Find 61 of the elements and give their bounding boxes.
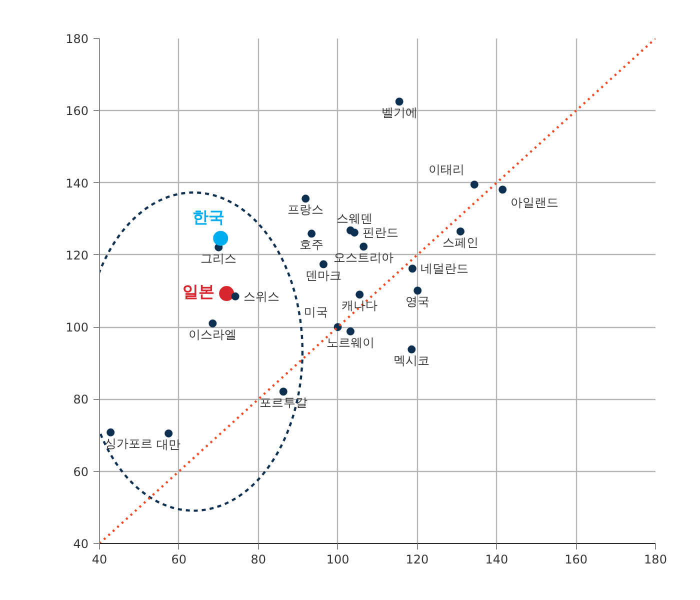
x-tick-label: 140 [485,552,508,566]
y-tick-label: 180 [66,32,88,46]
series-label: 핀란드 [362,226,398,240]
series-label: 노르웨이 [326,335,374,350]
point [470,180,478,189]
point [106,428,115,436]
x-tick-label: 80 [250,552,266,566]
point [356,290,364,299]
x-tick-label: 100 [326,552,350,566]
point [164,429,173,438]
series-label: 스페인 [442,235,479,250]
point [350,228,358,237]
series-label: 프랑스 [288,202,324,217]
point [279,388,288,396]
y-tick-label: 140 [66,176,88,190]
series-label: 오스트리아 [334,250,394,265]
x-tick-label: 40 [92,552,108,566]
point [408,264,416,273]
y-tick-label: 40 [73,537,89,551]
series-label: 호주 [300,238,324,252]
series-label: 멕시코 [394,353,430,368]
series-label: 한국 [192,207,225,226]
point [360,242,368,251]
x-tick-label: 180 [644,552,667,566]
point [414,286,422,295]
x-tick-label: 160 [564,552,588,566]
series-label: 일본 [182,282,215,302]
point [208,319,217,328]
y-tick-label: 160 [66,104,88,118]
series-label: 스웨덴 [336,211,372,226]
series-label: 영국 [406,294,430,309]
point [498,186,507,194]
x-tick-label: 120 [406,552,429,566]
y-tick-label: 120 [66,248,88,262]
series-label: 네덜란드 [420,262,468,276]
series-label: 미국 [304,305,328,320]
series-label: 이태리 [428,162,464,177]
point [456,227,465,236]
series-label: 아일랜드 [510,196,559,210]
point [408,345,416,354]
series-label: 포르투갈 [259,396,308,410]
y-tick-label: 100 [66,320,88,335]
point [219,286,234,302]
point [231,292,240,300]
point [346,327,354,336]
y-tick-label: 80 [73,392,89,407]
series-label: 대만 [156,437,181,452]
series-label: 덴마크 [305,268,342,282]
y-tick-label: 60 [73,464,89,479]
series-label: 캐나다 [342,298,378,313]
point [395,98,404,106]
series-label: 그리스 [200,251,237,266]
point [302,194,310,203]
point [213,230,228,246]
point [308,230,316,238]
x-tick-label: 60 [171,552,187,566]
point [319,260,328,268]
series-label: 벨기에 [381,106,418,120]
series-label: 이스라엘 [188,327,237,342]
series-label: 스위스 [243,289,280,304]
series-label: 싱가포르 [104,436,153,450]
